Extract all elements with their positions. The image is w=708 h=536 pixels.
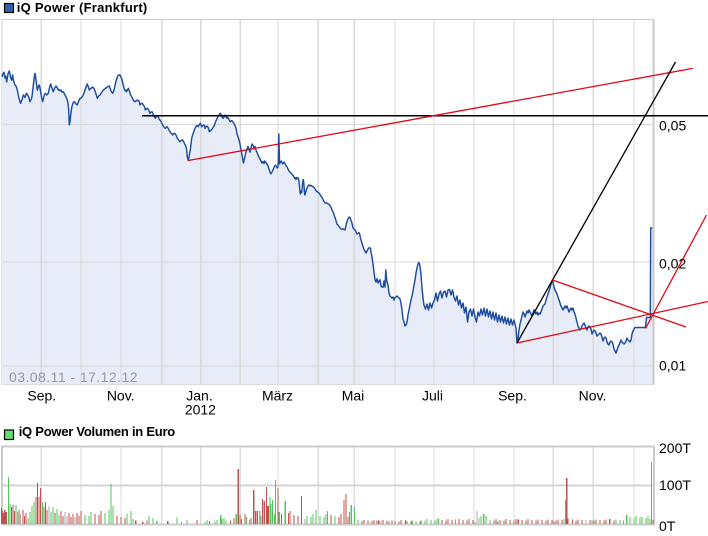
svg-text:Jan.: Jan. [186, 388, 212, 404]
svg-text:Mai: Mai [342, 388, 365, 404]
svg-text:0T: 0T [659, 518, 676, 534]
svg-text:Sep.: Sep. [498, 388, 527, 404]
svg-text:0,01: 0,01 [659, 358, 686, 374]
svg-text:Nov.: Nov. [579, 388, 607, 404]
svg-text:Juli: Juli [422, 388, 443, 404]
svg-text:2012: 2012 [185, 402, 216, 418]
svg-text:Nov.: Nov. [107, 388, 135, 404]
svg-text:Sep.: Sep. [27, 388, 56, 404]
svg-text:0,05: 0,05 [659, 118, 686, 134]
svg-text:März: März [262, 388, 293, 404]
svg-text:iQ Power (Frankfurt): iQ Power (Frankfurt) [17, 0, 148, 15]
svg-text:iQ Power Volumen in Euro: iQ Power Volumen in Euro [19, 424, 176, 439]
svg-text:100T: 100T [659, 477, 691, 493]
svg-text:200T: 200T [659, 440, 691, 456]
svg-text:03.08.11 - 17.12.12: 03.08.11 - 17.12.12 [9, 369, 138, 385]
svg-text:0,02: 0,02 [659, 255, 686, 271]
